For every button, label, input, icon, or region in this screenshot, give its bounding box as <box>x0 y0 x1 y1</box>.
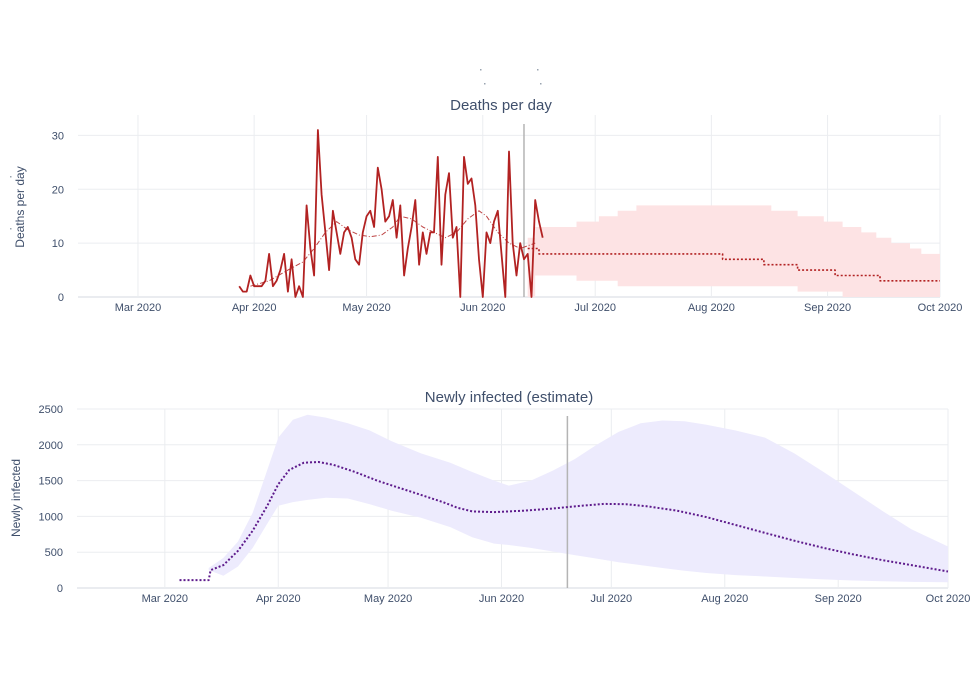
deaths-forecast-band <box>527 205 940 297</box>
infected-x-tick-labels: Mar 2020 Apr 2020 May 2020 Jun 2020 Jul 2020… <box>142 593 971 605</box>
infected-x-tick-label: Jul 2020 <box>591 593 633 605</box>
deaths-chart-title: Deaths per day <box>450 97 552 114</box>
infected-y-axis-label: Newly infected <box>9 459 23 537</box>
infected-x-tick-label: Aug 2020 <box>701 593 748 605</box>
deaths-x-tick-label: Apr 2020 <box>232 302 277 314</box>
deaths-y-tick-label: 0 <box>58 292 64 304</box>
deaths-x-tick-label: Sep 2020 <box>804 302 851 314</box>
infected-x-tick-label: Mar 2020 <box>142 593 188 605</box>
deaths-x-tick-label: Oct 2020 <box>918 302 963 314</box>
deaths-gridlines <box>78 115 941 298</box>
deaths-y-tick-labels: 0 10 20 30 <box>52 130 64 304</box>
deaths-y-tick-label: 20 <box>52 184 64 196</box>
infected-x-tick-label: Oct 2020 <box>926 593 971 605</box>
deaths-series-2 <box>527 247 940 282</box>
infected-x-tick-label: Jun 2020 <box>479 593 524 605</box>
infected-y-tick-label: 1500 <box>39 476 63 488</box>
deaths-y-axis-label: Deaths per day <box>13 166 27 247</box>
infected-estimate-band <box>208 414 948 583</box>
deaths-x-tick-label: Jun 2020 <box>460 302 505 314</box>
deaths-x-tick-label: Jul 2020 <box>574 302 616 314</box>
infected-x-tick-label: May 2020 <box>364 593 412 605</box>
deaths-x-tick-labels: Mar 2020 Apr 2020 May 2020 Jun 2020 Jul 2020… <box>115 302 963 314</box>
infected-x-tick-label: Sep 2020 <box>815 593 862 605</box>
deaths-y-tick-label: 30 <box>52 130 64 142</box>
deaths-x-tick-label: Mar 2020 <box>115 302 161 314</box>
deaths-band-area <box>527 205 940 297</box>
infected-chart-title: Newly infected (estimate) <box>425 389 593 406</box>
infected-y-tick-label: 0 <box>57 583 63 595</box>
infected-y-tick-label: 1000 <box>39 511 63 523</box>
infected-y-tick-label: 2000 <box>39 440 63 452</box>
infected-y-tick-labels: 0 500 1000 1500 2000 2500 <box>39 404 63 595</box>
deaths-x-tick-label: Aug 2020 <box>688 302 735 314</box>
deaths-series-0 <box>238 129 544 298</box>
infected-y-tick-label: 500 <box>45 547 63 559</box>
deaths-y-tick-label: 10 <box>52 238 64 250</box>
deaths-series-1 <box>250 210 536 287</box>
infected-x-tick-label: Apr 2020 <box>256 593 301 605</box>
infected-band-area <box>208 414 948 583</box>
modebar-remnant <box>10 69 542 230</box>
infected-y-tick-label: 2500 <box>39 404 63 416</box>
deaths-x-tick-label: May 2020 <box>342 302 390 314</box>
deaths-series-lines <box>238 129 940 298</box>
newly-infected-chart: Newly infected (estimate) 0 500 1000 1500 20… <box>9 389 970 605</box>
